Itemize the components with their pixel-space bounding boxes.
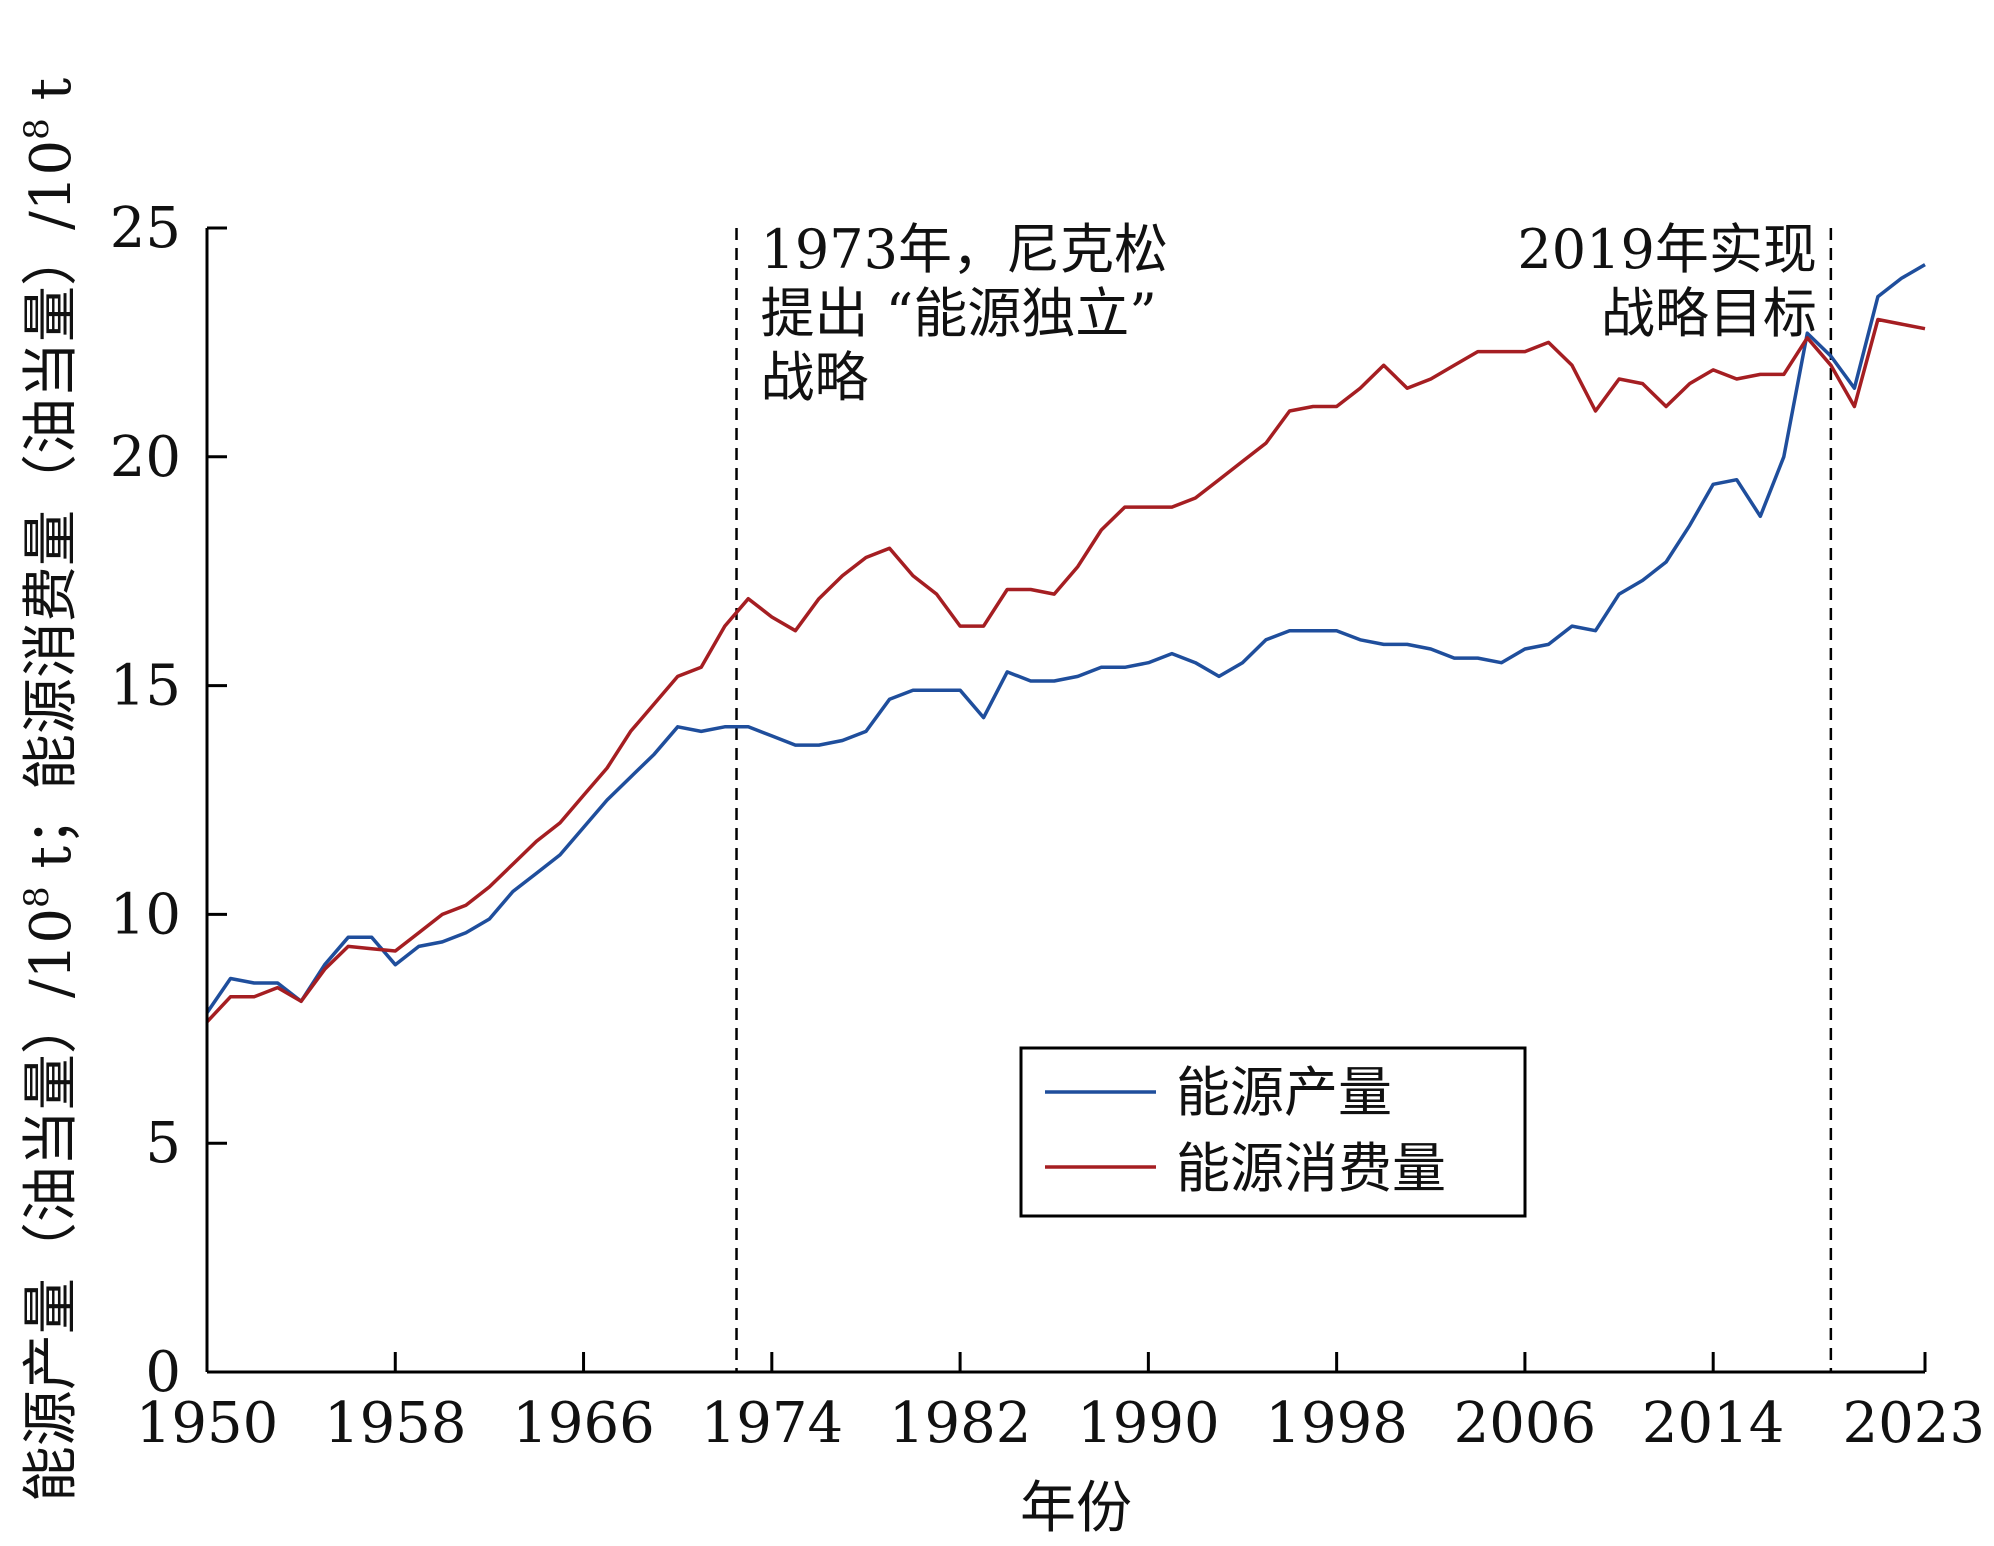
annotation-1-line-1: 战略目标	[1601, 282, 1817, 345]
axes	[205, 228, 1925, 1374]
legend-label-production: 能源产量	[1176, 1061, 1392, 1124]
x-tick-label-2023: 2023	[1842, 1391, 1985, 1456]
x-tick-label-2014: 2014	[1642, 1391, 1785, 1456]
annotation-0-line-1: 提出 “能源独立”	[761, 282, 1157, 345]
y-tick-label-15: 15	[110, 654, 181, 719]
y-tick-label-0: 0	[145, 1340, 181, 1405]
y-title-part-1: 能源产量（油当量）/10	[19, 908, 84, 1502]
annotation-lines	[735, 228, 1833, 1372]
legend: 能源产量 能源消费量	[1019, 1046, 1527, 1218]
x-tick-label-1966: 1966	[512, 1391, 655, 1456]
x-tick-label-1958: 1958	[324, 1391, 467, 1456]
y-tick-label-5: 5	[145, 1111, 181, 1176]
y-tick-label-20: 20	[110, 425, 181, 490]
series-lines	[205, 263, 1926, 1024]
x-tick-label-1998: 1998	[1265, 1391, 1408, 1456]
series-line-1	[205, 317, 1926, 1024]
y-title-part-3: t	[19, 77, 84, 118]
y-title-sup-1: 8	[17, 886, 57, 908]
y-axis-title: 能源产量（油当量）/108 t；能源消费量（油当量）/108 t	[17, 77, 84, 1502]
legend-label-consumption: 能源消费量	[1176, 1137, 1446, 1200]
x-axis-title: 年份	[1020, 1476, 1132, 1541]
x-tick-label-1982: 1982	[889, 1391, 1032, 1456]
y-title-part-2: t；能源消费量（油当量）/10	[19, 140, 84, 886]
y-title-sup-2: 8	[17, 118, 57, 140]
x-tick-label-1950: 1950	[136, 1391, 279, 1456]
annotation-0-line-0: 1973年，尼克松	[761, 218, 1168, 281]
annotation-0-line-2: 战略	[761, 346, 869, 409]
x-axis-ticks: 1950 1958 1966 1974 1982 1990 1998 2006 2014 2023	[136, 1352, 1985, 1456]
y-tick-label-10: 10	[110, 882, 181, 947]
y-axis-ticks: 0 5 10 15 20 25	[110, 196, 227, 1405]
x-tick-label-2006: 2006	[1454, 1391, 1597, 1456]
x-tick-label-1974: 1974	[701, 1391, 844, 1456]
series-line-0	[205, 263, 1926, 1014]
x-tick-label-1990: 1990	[1077, 1391, 1220, 1456]
y-tick-label-25: 25	[110, 196, 181, 261]
annotation-1-line-0: 2019年实现	[1517, 218, 1816, 281]
legend-box	[1019, 1046, 1527, 1218]
